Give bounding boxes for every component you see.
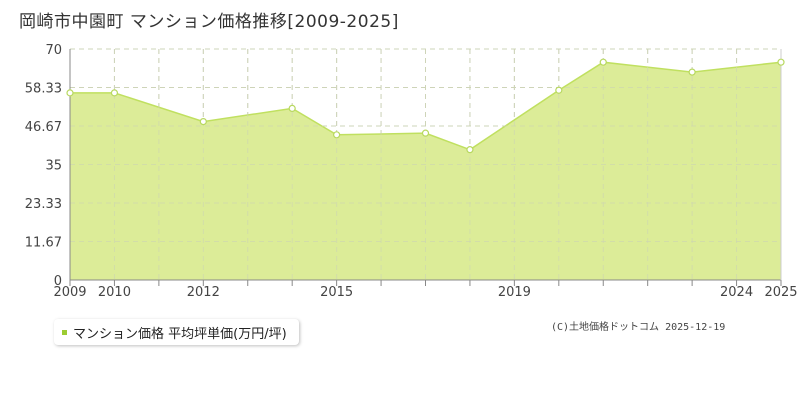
- data-point: [199, 117, 207, 126]
- data-point: [466, 146, 474, 154]
- data-point: [333, 131, 341, 139]
- legend: マンション価格 平均坪単価(万円/坪): [54, 319, 299, 345]
- y-tick-label: 70: [45, 43, 62, 58]
- x-tick-label: 2019: [498, 285, 531, 300]
- data-point: [777, 58, 785, 66]
- y-tick-label: 58.33: [25, 82, 62, 97]
- data-point: [688, 68, 696, 76]
- axis-layer: 0 11.67 23.33 35 46.67 58.33 70 2009 2010 2012 201…: [25, 43, 798, 300]
- y-tick-label: 11.67: [25, 235, 62, 250]
- x-tick-label: 2024: [720, 285, 753, 300]
- chart-title: 岡崎市中園町 マンション価格推移[2009-2025]: [19, 12, 399, 32]
- y-tick-label: 35: [45, 159, 62, 174]
- credit-text: (C)土地価格ドットコム 2025-12-19: [551, 322, 726, 333]
- data-point: [66, 89, 74, 97]
- data-point: [421, 129, 430, 137]
- x-tick-label: 2009: [53, 285, 86, 300]
- legend-label: マンション価格 平均坪単価(万円/坪): [73, 326, 287, 342]
- area-layer: [70, 48, 782, 281]
- y-tick-label: 46.67: [25, 120, 62, 135]
- data-point: [110, 89, 119, 97]
- data-point: [288, 104, 296, 113]
- data-point: [555, 86, 563, 94]
- data-point: [599, 58, 607, 66]
- legend-swatch: [62, 329, 67, 335]
- x-tick-label: 2015: [320, 285, 353, 300]
- marker-layer: [66, 58, 785, 154]
- x-tick-label: 2025: [764, 285, 797, 300]
- x-tick-label: 2010: [98, 285, 131, 300]
- x-tick-label: 2012: [187, 285, 220, 300]
- y-tick-label: 0: [54, 274, 62, 289]
- y-tick-label: 23.33: [25, 197, 62, 212]
